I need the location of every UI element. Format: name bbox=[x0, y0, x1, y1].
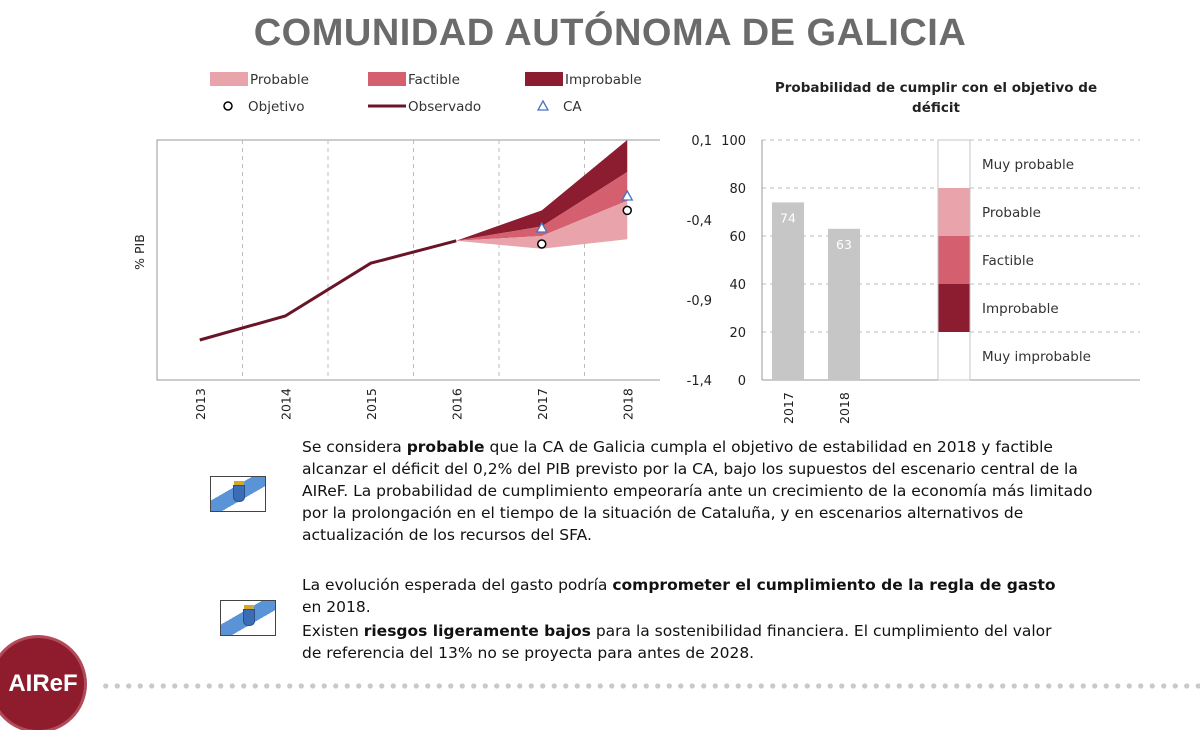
emphasis-text: comprometer el cumplimiento de la regla … bbox=[612, 576, 1056, 594]
scale-label: Improbable bbox=[982, 301, 1059, 317]
x-tick-label: 2018 bbox=[837, 392, 852, 424]
fan-y-tick-label: -1,4 bbox=[687, 374, 712, 389]
scale-label: Muy improbable bbox=[982, 349, 1091, 365]
legend-marker bbox=[536, 99, 550, 111]
x-tick-label: 2017 bbox=[535, 388, 550, 420]
scale-band bbox=[938, 188, 970, 236]
observado-line bbox=[199, 239, 457, 342]
legend-label: Probable bbox=[250, 72, 309, 88]
legend-label: Observado bbox=[408, 99, 481, 115]
x-tick-label: 2014 bbox=[278, 388, 293, 420]
ca-marker bbox=[535, 221, 548, 233]
objetivo-marker bbox=[537, 239, 547, 249]
emphasis-text: probable bbox=[406, 438, 485, 456]
paragraph-spending-rule: La evolución esperada del gasto podría c… bbox=[302, 574, 1062, 618]
logo-text: AIReF bbox=[8, 670, 78, 697]
x-tick-label: 2013 bbox=[193, 388, 208, 420]
scale-label: Probable bbox=[982, 205, 1041, 221]
paragraph-text: La evolución esperada del gasto podría bbox=[302, 576, 613, 594]
legend-swatch bbox=[210, 72, 248, 86]
paragraph-text: Existen bbox=[302, 622, 364, 640]
legend-swatch bbox=[525, 72, 563, 86]
dotted-divider bbox=[100, 683, 1200, 689]
scale-band bbox=[938, 332, 970, 380]
galicia-flag-icon bbox=[210, 476, 266, 512]
paragraph-text: que la CA de Galicia cumpla el objetivo … bbox=[302, 438, 1093, 544]
legend-label: Factible bbox=[408, 72, 460, 88]
y-tick-label: 0 bbox=[738, 374, 746, 389]
paragraph-text: Se considera bbox=[302, 438, 407, 456]
y-axis-label: % PIB bbox=[132, 234, 147, 270]
y-tick-label: 20 bbox=[729, 326, 746, 341]
x-tick-label: 2017 bbox=[781, 392, 796, 424]
x-tick-label: 2016 bbox=[449, 388, 464, 420]
flag-crown bbox=[234, 481, 244, 485]
probability-bar-chart: Probabilidad de cumplir con el objetivo … bbox=[687, 80, 1140, 424]
fan-y-tick-label: -0,4 bbox=[687, 214, 712, 229]
legend-marker bbox=[223, 101, 233, 111]
fan-chart: Probable Factible Improbable Objetivo Observ… bbox=[132, 72, 660, 420]
bar bbox=[772, 202, 804, 380]
ca-marker bbox=[621, 189, 634, 201]
fan-y-tick-label: -0,9 bbox=[687, 294, 712, 309]
probable-band bbox=[456, 200, 628, 249]
emphasis-text: riesgos ligeramente bajos bbox=[363, 622, 591, 640]
paragraph-text: en 2018. bbox=[302, 598, 371, 616]
y-tick-label: 40 bbox=[729, 278, 746, 293]
x-tick-label: 2018 bbox=[620, 388, 635, 420]
scale-band bbox=[938, 284, 970, 332]
bar-data-label: 74 bbox=[780, 210, 796, 225]
scale-label: Factible bbox=[982, 253, 1034, 269]
fan-y-tick-label: 0,1 bbox=[691, 134, 712, 149]
legend-label: Improbable bbox=[565, 72, 642, 88]
airef-logo: AIReF bbox=[0, 638, 84, 730]
scale-frame bbox=[937, 139, 971, 381]
chart-title-line-2: déficit bbox=[912, 100, 960, 116]
flag-shield bbox=[243, 609, 255, 626]
x-tick-label: 2015 bbox=[364, 388, 379, 420]
paragraph-stability: Se considera probable que la CA de Galic… bbox=[302, 436, 1102, 546]
galicia-flag-icon-2 bbox=[220, 600, 276, 636]
bar-data-label: 63 bbox=[836, 237, 852, 252]
paragraph-sustainability: Existen riesgos ligeramente bajos para l… bbox=[302, 620, 1062, 664]
flag-shield bbox=[233, 485, 245, 502]
improbable-band bbox=[456, 140, 628, 241]
scale-label: Muy probable bbox=[982, 157, 1074, 173]
legend-label: CA bbox=[563, 99, 582, 115]
legend-label: Objetivo bbox=[248, 99, 305, 115]
flag-crown bbox=[244, 605, 254, 609]
bar bbox=[828, 228, 860, 380]
scale-band bbox=[938, 140, 970, 188]
y-tick-label: 60 bbox=[729, 230, 746, 245]
y-tick-label: 80 bbox=[729, 182, 746, 197]
paragraph-text: para la sostenibilidad financiera. El cu… bbox=[302, 622, 1052, 662]
objetivo-marker bbox=[622, 205, 632, 216]
legend-swatch bbox=[368, 72, 406, 86]
y-tick-label: 100 bbox=[721, 134, 746, 149]
page-title: COMUNIDAD AUTÓNOMA DE GALICIA bbox=[253, 12, 967, 54]
chart-title-line-1: Probabilidad de cumplir con el objetivo … bbox=[775, 80, 1097, 96]
scale-band bbox=[938, 236, 970, 284]
